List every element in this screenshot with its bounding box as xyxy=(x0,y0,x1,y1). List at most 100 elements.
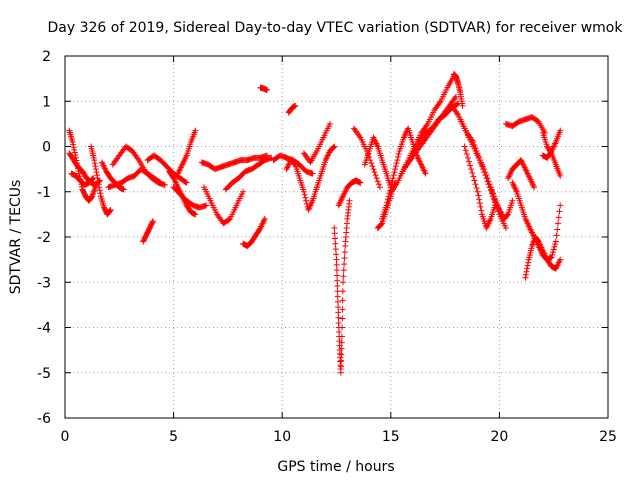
data-point xyxy=(341,261,348,268)
data-point xyxy=(292,102,299,109)
data-point xyxy=(373,175,380,182)
data-point xyxy=(333,256,340,263)
data-point xyxy=(309,170,316,177)
data-point xyxy=(341,249,348,256)
data-point xyxy=(476,196,483,203)
data-point xyxy=(261,215,268,222)
data-point xyxy=(395,151,402,158)
data-point xyxy=(71,146,78,153)
x-tick-label: 20 xyxy=(490,429,508,445)
data-point xyxy=(70,141,77,148)
data-point xyxy=(463,151,470,158)
data-point xyxy=(548,254,555,261)
data-point xyxy=(464,154,471,161)
data-point xyxy=(89,175,96,182)
data-point xyxy=(454,101,461,108)
data-point xyxy=(339,315,346,322)
data-point xyxy=(183,179,190,186)
data-point xyxy=(71,149,78,156)
data-points xyxy=(66,71,564,376)
data-point xyxy=(551,243,558,250)
data-point xyxy=(475,154,482,161)
data-point xyxy=(340,267,347,274)
data-point xyxy=(481,169,488,176)
data-point xyxy=(465,158,472,165)
data-point xyxy=(338,363,345,370)
data-point xyxy=(161,181,168,188)
data-point xyxy=(332,235,339,242)
data-point xyxy=(547,149,554,156)
data-point xyxy=(479,163,486,170)
data-point xyxy=(370,166,377,173)
data-point xyxy=(303,197,310,204)
data-point xyxy=(301,191,308,198)
data-point xyxy=(553,232,560,239)
data-point xyxy=(256,226,263,233)
data-point xyxy=(333,261,340,268)
data-point xyxy=(338,339,345,346)
data-point xyxy=(522,274,529,281)
data-point xyxy=(471,177,478,184)
data-point xyxy=(467,162,474,169)
axes: 0 5 10 15 20 25 -6 -5 -4 -3 -2 -1 0 1 2 xyxy=(37,49,617,445)
data-point xyxy=(331,143,338,150)
y-tick-label: 2 xyxy=(42,49,51,65)
data-point xyxy=(107,206,114,213)
data-point xyxy=(92,163,99,170)
data-point xyxy=(372,172,379,179)
x-tick-label: 10 xyxy=(273,429,291,445)
y-tick-label: -1 xyxy=(37,185,51,201)
data-point xyxy=(337,369,344,376)
data-point xyxy=(394,157,401,164)
y-axis-label: SDTVAR / TECUs xyxy=(8,180,24,295)
data-point xyxy=(225,216,232,223)
data-point xyxy=(335,304,342,311)
data-point xyxy=(555,220,562,227)
data-point xyxy=(468,166,475,173)
data-point xyxy=(94,175,101,182)
data-point xyxy=(95,178,102,185)
data-point xyxy=(477,160,484,167)
data-point xyxy=(480,166,487,173)
data-point xyxy=(482,172,489,179)
data-point xyxy=(149,219,156,226)
data-point xyxy=(556,208,563,215)
data-point xyxy=(332,240,339,247)
data-point xyxy=(554,226,561,233)
data-point xyxy=(395,154,402,161)
data-point xyxy=(474,151,481,158)
data-point xyxy=(524,262,531,269)
data-point xyxy=(555,214,562,221)
data-point xyxy=(338,333,345,340)
data-point xyxy=(96,187,103,194)
y-tick-label: 0 xyxy=(42,140,51,156)
data-point xyxy=(470,173,477,180)
data-point xyxy=(549,251,556,258)
x-axis-label: GPS time / hours xyxy=(277,459,394,475)
data-point xyxy=(330,144,337,151)
y-tick-label: -4 xyxy=(37,321,51,337)
data-point xyxy=(263,86,270,93)
data-point xyxy=(390,172,397,179)
data-point xyxy=(389,178,396,185)
data-point xyxy=(97,190,104,197)
data-point xyxy=(469,169,476,176)
data-point xyxy=(203,202,210,209)
data-point xyxy=(338,351,345,358)
data-point xyxy=(333,267,340,274)
data-point xyxy=(476,200,483,207)
data-point xyxy=(550,246,557,253)
data-point xyxy=(335,314,342,321)
data-point xyxy=(504,212,511,219)
data-point xyxy=(341,255,348,262)
data-point xyxy=(95,181,102,188)
data-point xyxy=(91,157,98,164)
data-point xyxy=(374,178,381,185)
data-point xyxy=(339,288,346,295)
data-point xyxy=(338,357,345,364)
x-tick-label: 15 xyxy=(382,429,400,445)
data-point xyxy=(471,141,478,148)
data-point xyxy=(391,169,398,176)
x-tick-label: 25 xyxy=(599,429,617,445)
